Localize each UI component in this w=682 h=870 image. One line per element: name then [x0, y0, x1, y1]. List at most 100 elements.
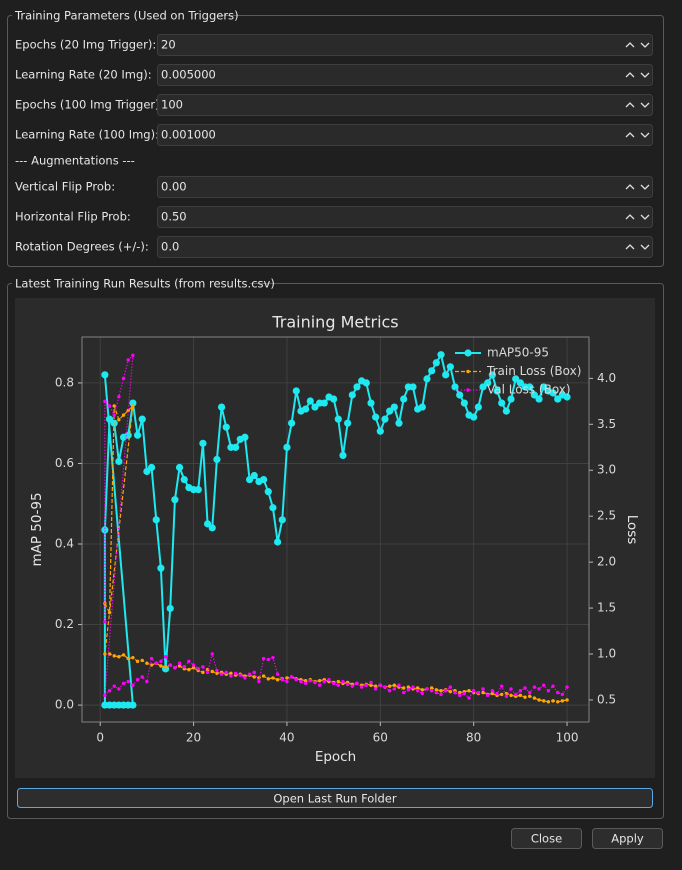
spin-down[interactable]: [640, 244, 650, 250]
field-label: Horizontal Flip Prob:: [15, 210, 131, 224]
open-folder-button[interactable]: [17, 788, 653, 808]
data-point: [213, 455, 221, 464]
data-point: [560, 692, 565, 697]
data-point: [467, 689, 471, 693]
data-point: [210, 669, 214, 674]
data-point: [348, 391, 356, 399]
spin-down[interactable]: [640, 102, 650, 108]
data-point: [518, 689, 523, 693]
y-tick-label: 0.2: [55, 617, 74, 631]
spin-up[interactable]: [625, 102, 635, 108]
data-point: [177, 661, 182, 665]
data-point: [299, 679, 303, 684]
button-label: Close: [531, 832, 562, 846]
data-point: [383, 685, 387, 689]
field-value: 0.00: [161, 180, 187, 194]
field-value: 0.001000: [161, 128, 216, 142]
data-point: [317, 683, 322, 687]
data-point: [504, 694, 509, 698]
spin-box[interactable]: [157, 64, 653, 86]
data-point: [275, 672, 280, 676]
data-point: [107, 652, 112, 656]
data-point: [443, 689, 448, 693]
data-point: [542, 699, 546, 703]
data-point: [369, 680, 373, 685]
data-point: [446, 363, 454, 371]
data-point: [415, 686, 420, 690]
group-box: [7, 15, 664, 267]
spin-up[interactable]: [625, 214, 635, 220]
spin-box[interactable]: [157, 124, 653, 146]
data-point: [451, 383, 459, 391]
data-point: [217, 403, 226, 411]
data-point: [229, 674, 233, 678]
data-point: [171, 496, 179, 504]
data-point: [546, 700, 551, 704]
legend-label: Val Loss (Box): [487, 383, 571, 397]
data-point: [532, 685, 537, 689]
spin-box[interactable]: [157, 236, 653, 258]
data-point: [355, 681, 359, 686]
data-point: [152, 516, 160, 524]
data-point: [418, 403, 426, 411]
field-label: Learning Rate (100 Img):: [15, 128, 159, 142]
spin-box[interactable]: [157, 176, 653, 198]
data-point: [320, 399, 328, 407]
data-point: [131, 404, 135, 408]
data-point: [470, 413, 478, 421]
data-point: [376, 427, 384, 435]
data-point: [400, 395, 408, 403]
spin-down[interactable]: [640, 132, 650, 138]
data-point: [327, 678, 331, 682]
data-point: [266, 677, 270, 681]
button-label: Open Last Run Folder: [273, 792, 396, 806]
legend-label: Train Loss (Box): [486, 364, 581, 378]
data-point: [429, 686, 434, 690]
data-point: [317, 678, 322, 683]
data-point: [311, 403, 319, 411]
data-point: [302, 405, 310, 413]
spin-down[interactable]: [640, 184, 650, 190]
y2-tick-label: 4.0: [597, 371, 616, 385]
spin-up[interactable]: [625, 132, 635, 138]
field-label: Epochs (20 Img Trigger):: [15, 38, 156, 52]
apply-button[interactable]: [592, 828, 663, 849]
data-point: [518, 693, 523, 698]
field-value: 20: [161, 38, 176, 52]
data-point: [182, 665, 186, 669]
data-point: [187, 667, 191, 672]
spin-down[interactable]: [640, 42, 650, 48]
data-point: [261, 674, 266, 678]
spin-box[interactable]: [157, 94, 653, 116]
data-point: [387, 684, 392, 688]
data-point: [260, 475, 268, 484]
data-point: [280, 678, 284, 682]
spin-up[interactable]: [625, 184, 635, 190]
data-point: [163, 665, 168, 669]
spin-box[interactable]: [157, 206, 653, 228]
data-point: [457, 690, 462, 695]
data-point: [166, 604, 174, 613]
data-point: [428, 367, 436, 375]
button-label: Apply: [611, 832, 644, 846]
data-point: [107, 404, 112, 408]
data-point: [288, 419, 296, 427]
spin-up[interactable]: [625, 42, 635, 48]
data-point: [210, 652, 214, 656]
data-point: [378, 683, 383, 687]
data-point: [264, 488, 272, 496]
spin-up[interactable]: [625, 72, 635, 78]
y-tick-label: 0.6: [55, 456, 74, 470]
data-point: [205, 670, 210, 675]
spin-up[interactable]: [625, 244, 635, 250]
spin-box[interactable]: [157, 34, 653, 56]
y2-tick-label: 0.5: [597, 692, 616, 706]
legend-marker: [464, 349, 472, 357]
data-point: [308, 678, 312, 683]
data-point: [565, 685, 569, 689]
spin-down[interactable]: [640, 72, 650, 78]
close-button[interactable]: [511, 828, 582, 849]
spin-down[interactable]: [640, 214, 650, 220]
data-point: [542, 683, 546, 687]
